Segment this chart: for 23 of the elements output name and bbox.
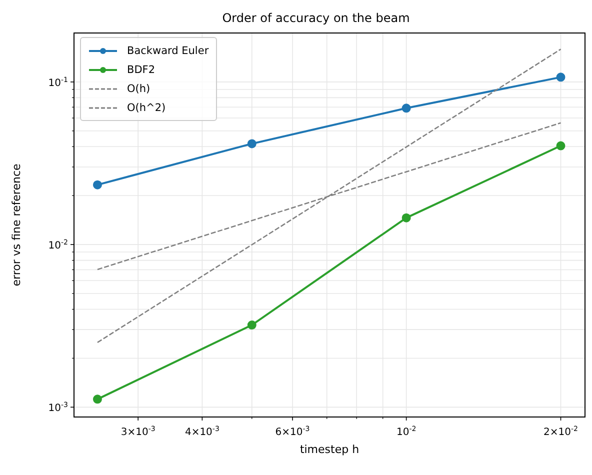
legend-label: BDF2 (127, 64, 156, 76)
y-tick-label: 10$^{-3}$ (48, 401, 68, 414)
point (556, 72, 566, 82)
y-tick-label: 10$^{-2}$ (48, 238, 68, 252)
y-axis-title: error vs fine reference (10, 163, 23, 286)
point (92, 394, 102, 404)
x-axis-title: timestep h (300, 443, 360, 456)
x-tick-label: 10$^{-2}$ (396, 425, 416, 438)
x-tick-label: 4×10$^{-3}$ (184, 425, 220, 438)
chart-title: Order of accuracy on the beam (222, 11, 410, 25)
point (247, 139, 256, 148)
x-tick-label: 6×10$^{-3}$ (275, 425, 310, 438)
x-tick-label: 3×10$^{-3}$ (120, 425, 156, 438)
point (92, 180, 102, 190)
legend-label: O(h^2) (127, 102, 166, 114)
point (402, 213, 411, 222)
x-tick-label: 2×10$^{-2}$ (544, 425, 578, 438)
legend-label: Backward Euler (127, 44, 209, 56)
y-tick-label: 10$^{-1}$ (48, 76, 68, 89)
point (247, 320, 256, 330)
point (556, 141, 566, 150)
legend-label: O(h) (127, 82, 150, 94)
point (402, 104, 411, 113)
